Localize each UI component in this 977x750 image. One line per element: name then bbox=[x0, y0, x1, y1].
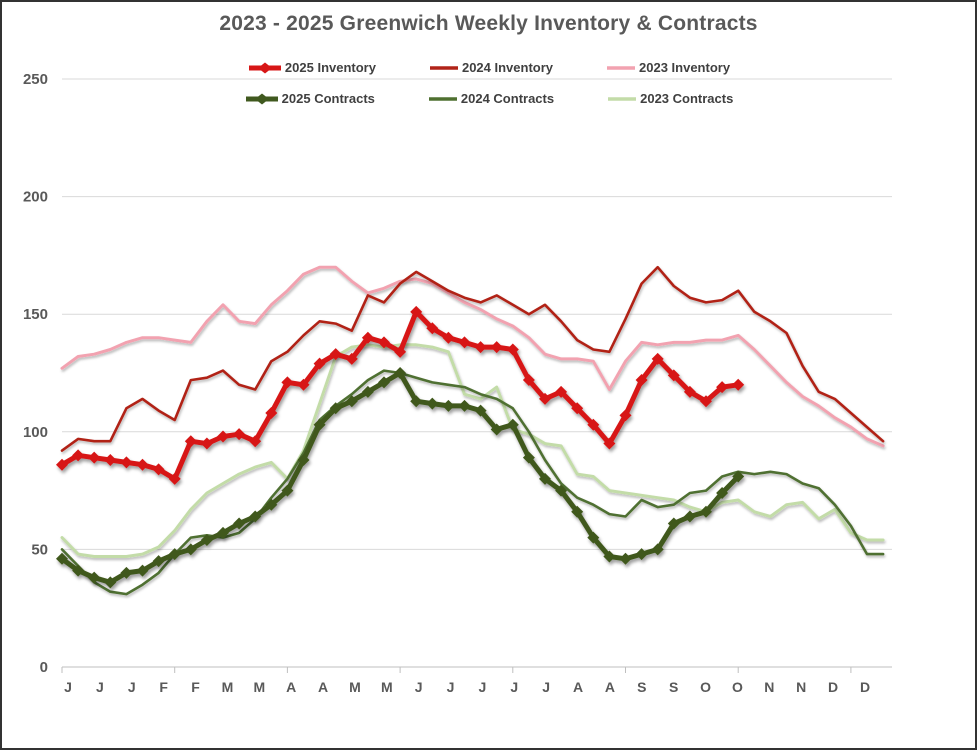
chart-title: 2023 - 2025 Greenwich Weekly Inventory &… bbox=[219, 12, 758, 35]
legend-swatch-2024-contracts-icon bbox=[428, 96, 457, 101]
svg-text:M: M bbox=[253, 679, 265, 695]
legend-row-1: 2025 Inventory 2024 Inventory 2023 Inven… bbox=[2, 60, 975, 75]
svg-text:D: D bbox=[860, 679, 870, 695]
legend-label-2024-contracts: 2024 Contracts bbox=[460, 91, 555, 106]
legend-label-2023-inventory: 2023 Inventory bbox=[639, 60, 731, 75]
svg-text:A: A bbox=[318, 679, 328, 695]
svg-text:J: J bbox=[128, 679, 136, 695]
legend-label-2025-inventory: 2025 Inventory bbox=[284, 60, 376, 75]
legend-item-2023-contracts: 2023 Contracts bbox=[606, 91, 733, 106]
svg-text:S: S bbox=[669, 679, 678, 695]
svg-text:200: 200 bbox=[23, 189, 48, 206]
svg-text:A: A bbox=[605, 679, 615, 695]
svg-text:J: J bbox=[447, 679, 455, 695]
legend-label-2023-contracts: 2023 Contracts bbox=[640, 91, 734, 106]
svg-text:100: 100 bbox=[23, 424, 48, 441]
legend-item-2023-inventory: 2023 Inventory bbox=[605, 60, 730, 75]
svg-text:150: 150 bbox=[23, 306, 48, 323]
svg-text:250: 250 bbox=[23, 71, 48, 88]
legend-swatch-2023-contracts-icon bbox=[608, 96, 637, 101]
svg-text:O: O bbox=[700, 679, 711, 695]
svg-text:O: O bbox=[732, 679, 743, 695]
svg-text:M: M bbox=[349, 679, 361, 695]
svg-text:J: J bbox=[96, 679, 104, 695]
svg-text:J: J bbox=[542, 679, 550, 695]
data-series bbox=[56, 265, 885, 596]
svg-text:M: M bbox=[381, 679, 393, 695]
svg-text:A: A bbox=[573, 679, 583, 695]
gridlines bbox=[62, 78, 892, 668]
legend-row-2: 2025 Contracts 2024 Contracts 2023 Contr… bbox=[2, 91, 975, 106]
axes: 0 50 100 150 200 250 J J J F F M M A A M M J J J J J A A S S O O N N D… bbox=[23, 71, 870, 695]
svg-text:F: F bbox=[159, 679, 168, 695]
legend-item-2024-inventory: 2024 Inventory bbox=[428, 60, 553, 75]
svg-text:S: S bbox=[637, 679, 646, 695]
svg-text:D: D bbox=[828, 679, 838, 695]
svg-text:F: F bbox=[191, 679, 200, 695]
legend-swatch-2023-inventory-icon bbox=[607, 65, 636, 70]
svg-text:J: J bbox=[415, 679, 423, 695]
legend-item-2025-contracts: 2025 Contracts bbox=[244, 91, 375, 106]
svg-text:0: 0 bbox=[40, 659, 48, 676]
legend-swatch-2024-inventory-icon bbox=[429, 65, 458, 70]
svg-text:J: J bbox=[64, 679, 72, 695]
svg-text:M: M bbox=[222, 679, 234, 695]
legend-swatch-2025-contracts-icon bbox=[245, 93, 278, 104]
svg-text:50: 50 bbox=[31, 541, 48, 558]
svg-text:A: A bbox=[286, 679, 296, 695]
svg-text:N: N bbox=[764, 679, 774, 695]
legend-label-2025-contracts: 2025 Contracts bbox=[281, 91, 375, 106]
legend-item-2025-inventory: 2025 Inventory bbox=[247, 60, 376, 75]
svg-text:J: J bbox=[510, 679, 518, 695]
legend-label-2024-inventory: 2024 Inventory bbox=[461, 60, 554, 75]
svg-text:J: J bbox=[479, 679, 487, 695]
svg-text:N: N bbox=[796, 679, 806, 695]
legend-swatch-2025-inventory-icon bbox=[248, 62, 281, 73]
legend-item-2024-contracts: 2024 Contracts bbox=[427, 91, 554, 106]
